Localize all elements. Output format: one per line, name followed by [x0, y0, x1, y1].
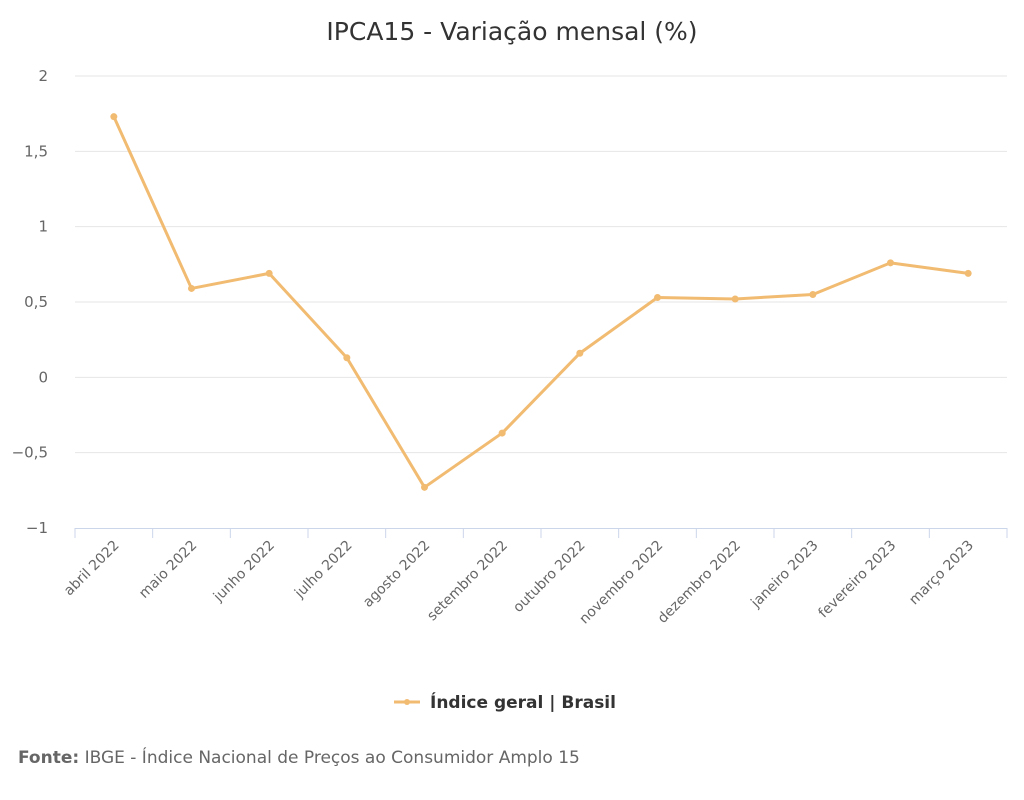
legend-item[interactable]: Índice geral | Brasil — [430, 691, 616, 713]
x-tick-label: dezembro 2022 — [655, 538, 744, 627]
y-tick-label: −1 — [26, 519, 48, 537]
data-point — [265, 269, 273, 277]
y-tick-label: 2 — [38, 67, 48, 85]
x-tick-label: novembro 2022 — [577, 538, 667, 628]
y-tick-label: −0,5 — [12, 444, 48, 462]
data-point — [343, 354, 351, 362]
line-chart: IPCA15 - Variação mensal (%) −1 −0,5 0 0,5 1… — [12, 17, 1008, 713]
source-note: Fonte: IBGE - Índice Nacional de Preços … — [18, 748, 580, 768]
y-tick-label: 1 — [38, 218, 48, 236]
data-point — [731, 295, 739, 303]
source-text: IBGE - Índice Nacional de Preços ao Cons… — [79, 748, 580, 768]
x-tick-label: maio 2022 — [136, 538, 200, 602]
x-tick-label: outubro 2022 — [510, 538, 588, 616]
x-tick-label: setembro 2022 — [424, 538, 511, 625]
source-label: Fonte: — [18, 748, 80, 768]
series-line — [112, 116, 969, 489]
data-point — [110, 113, 118, 121]
x-tick-label: junho 2022 — [210, 538, 278, 606]
x-tick-label: agosto 2022 — [360, 538, 433, 611]
data-point — [188, 284, 195, 292]
data-point — [887, 259, 894, 267]
data-point — [964, 269, 972, 277]
x-tick-label: março 2023 — [906, 538, 977, 609]
data-point — [498, 429, 506, 437]
legend[interactable]: Índice geral | Brasil — [394, 691, 616, 713]
x-tick-label: julho 2022 — [291, 538, 355, 602]
x-tick-label: janeiro 2023 — [747, 538, 821, 612]
chart-title: IPCA15 - Variação mensal (%) — [326, 17, 697, 46]
y-tick-label: 0 — [38, 368, 48, 386]
legend-marker-icon — [404, 699, 410, 705]
data-point — [809, 290, 817, 298]
x-tick-label: fevereiro 2023 — [816, 538, 900, 622]
y-tick-label: 0,5 — [24, 293, 48, 311]
x-tick-label: abril 2022 — [61, 538, 123, 600]
data-point — [421, 483, 428, 491]
y-tick-label: 1,5 — [24, 142, 48, 160]
data-point — [576, 349, 584, 357]
data-point — [654, 293, 661, 301]
